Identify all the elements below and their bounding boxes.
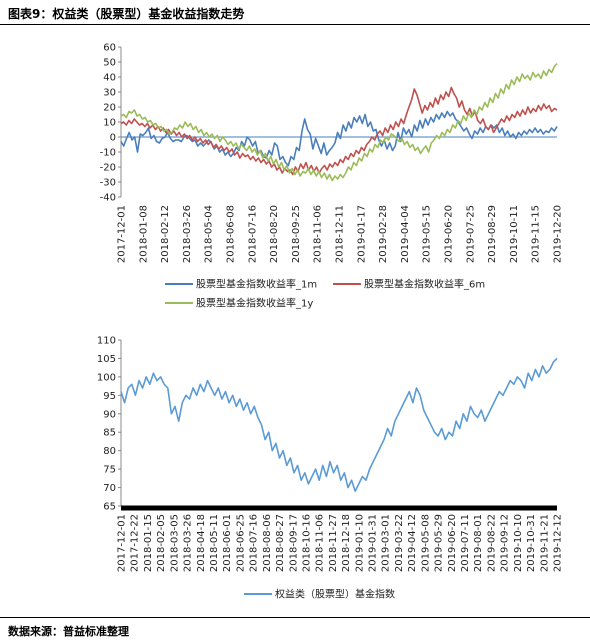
x-tick-label: 2019-11-15 bbox=[531, 205, 542, 263]
y-tick-label: 40 bbox=[103, 73, 116, 84]
x-tick-label: 2018-04-18 bbox=[196, 514, 207, 572]
x-tick-label: 2018-08-27 bbox=[275, 514, 286, 572]
x-tick-label: 2018-03-26 bbox=[182, 205, 193, 263]
x-tick-label: 2017-12-22 bbox=[130, 514, 141, 572]
x-tick-label: 2019-03-01 bbox=[381, 514, 392, 572]
title-divider bbox=[0, 24, 590, 25]
x-tick-label: 2019-01-17 bbox=[356, 205, 367, 263]
series-line bbox=[120, 62, 558, 182]
y-tick-label: 70 bbox=[103, 483, 116, 494]
x-tick-label: 2019-02-28 bbox=[378, 205, 389, 263]
y-tick-label: -20 bbox=[100, 163, 116, 174]
x-tick-label: 2019-12-12 bbox=[553, 514, 564, 572]
x-tick-label: 2018-01-15 bbox=[143, 514, 154, 572]
x-tick-label: 2018-07-16 bbox=[249, 514, 260, 572]
y-tick-label: 95 bbox=[103, 391, 116, 402]
y-tick-label: 105 bbox=[97, 354, 116, 365]
x-tick-label: 2019-04-12 bbox=[407, 514, 418, 572]
x-tick-label: 2019-10-11 bbox=[509, 205, 520, 263]
series-line bbox=[120, 357, 558, 493]
x-tick-label: 2018-11-27 bbox=[328, 514, 339, 572]
x-tick-label: 2019-08-22 bbox=[486, 514, 497, 572]
x-tick-label: 2019-11-21 bbox=[539, 514, 550, 572]
x-tick-label: 2018-09-17 bbox=[288, 514, 299, 572]
x-tick-label: 2019-01-31 bbox=[368, 514, 379, 572]
x-tick-label: 2018-05-11 bbox=[209, 514, 220, 572]
x-tick-label: 2019-06-20 bbox=[447, 514, 458, 572]
x-tick-label: 2018-07-16 bbox=[247, 205, 258, 263]
y-tick-label: 90 bbox=[103, 409, 116, 420]
y-tick-label: 85 bbox=[103, 428, 116, 439]
y-tick-label: 10 bbox=[103, 118, 116, 129]
x-tick-label: 2018-01-08 bbox=[138, 205, 149, 263]
index-chart-lines bbox=[120, 357, 558, 493]
x-tick-label: 2019-05-15 bbox=[422, 205, 433, 263]
x-tick-label: 2019-05-29 bbox=[434, 514, 445, 572]
x-tick-label: 2018-06-08 bbox=[226, 205, 237, 263]
x-tick-label: 2019-08-29 bbox=[487, 205, 498, 263]
y-tick-label: -10 bbox=[100, 148, 116, 159]
y-tick-label: -30 bbox=[100, 178, 116, 189]
x-tick-label: 2018-09-25 bbox=[291, 205, 302, 263]
x-tick-label: 2019-10-31 bbox=[526, 514, 537, 572]
legend-label: 股票型基金指数收益率_1m bbox=[196, 278, 317, 291]
x-tick-label: 2019-12-20 bbox=[553, 205, 564, 263]
x-tick-label: 2018-12-11 bbox=[335, 205, 346, 263]
series-line bbox=[120, 86, 558, 176]
y-tick-label: 50 bbox=[103, 58, 116, 69]
x-tick-label: 2018-11-06 bbox=[315, 514, 326, 572]
legend-label: 权益类（股票型）基金指数 bbox=[275, 588, 395, 601]
y-tick-label: 20 bbox=[103, 103, 116, 114]
x-tick-label: 2018-03-05 bbox=[169, 514, 180, 572]
figure-source: 数据来源：普益标准整理 bbox=[8, 625, 129, 638]
x-tick-label: 2019-07-25 bbox=[465, 205, 476, 263]
y-tick-label: 110 bbox=[97, 336, 116, 347]
y-tick-label: 100 bbox=[97, 372, 116, 383]
x-tick-label: 2018-11-06 bbox=[313, 205, 324, 263]
y-tick-label: 60 bbox=[103, 43, 116, 54]
y-tick-label: 30 bbox=[103, 88, 116, 99]
x-tick-label: 2018-06-25 bbox=[235, 514, 246, 572]
legend-label: 股票型基金指数收益率_6m bbox=[364, 278, 485, 291]
x-tick-label: 2018-05-04 bbox=[204, 205, 215, 263]
x-tick-label: 2018-02-12 bbox=[160, 205, 171, 263]
series-line bbox=[120, 110, 558, 167]
x-tick-label: 2019-06-20 bbox=[444, 205, 455, 263]
index-chart-legend: 权益类（股票型）基金指数 bbox=[244, 588, 395, 601]
x-tick-label: 2019-05-08 bbox=[420, 514, 431, 572]
y-tick-label: 75 bbox=[103, 465, 116, 476]
figure-title: 图表9：权益类（股票型）基金收益指数走势 bbox=[8, 7, 245, 21]
source-divider bbox=[0, 617, 590, 618]
returns-chart-lines bbox=[120, 62, 558, 182]
y-tick-label: 0 bbox=[110, 133, 116, 144]
x-tick-label: 2018-02-05 bbox=[156, 514, 167, 572]
x-tick-label: 2019-08-01 bbox=[473, 514, 484, 572]
y-tick-label: -40 bbox=[100, 193, 116, 204]
x-tick-label: 2019-09-12 bbox=[500, 514, 511, 572]
x-tick-label: 2018-03-26 bbox=[183, 514, 194, 572]
x-tick-label: 2018-08-20 bbox=[269, 205, 280, 263]
x-tick-label: 2018-12-18 bbox=[341, 514, 352, 572]
y-tick-label: 80 bbox=[103, 446, 116, 457]
x-tick-label: 2017-12-01 bbox=[117, 514, 128, 572]
x-tick-label: 2017-12-01 bbox=[117, 205, 128, 263]
x-tick-label: 2019-03-22 bbox=[394, 514, 405, 572]
x-tick-label: 2018-10-16 bbox=[301, 514, 312, 572]
returns-chart-legend: 股票型基金指数收益率_1m 股票型基金指数收益率_6m 股票型基金指数收益率_1y bbox=[165, 278, 485, 310]
x-tick-label: 2018-06-01 bbox=[222, 514, 233, 572]
x-tick-label: 2019-10-10 bbox=[513, 514, 524, 572]
legend-label: 股票型基金指数收益率_1y bbox=[196, 297, 313, 310]
y-tick-label: 65 bbox=[103, 502, 116, 513]
x-tick-label: 2019-07-11 bbox=[460, 514, 471, 572]
x-tick-label: 2019-04-04 bbox=[400, 205, 411, 263]
x-tick-label: 2019-01-10 bbox=[354, 514, 365, 572]
x-tick-label: 2018-08-06 bbox=[262, 514, 273, 572]
